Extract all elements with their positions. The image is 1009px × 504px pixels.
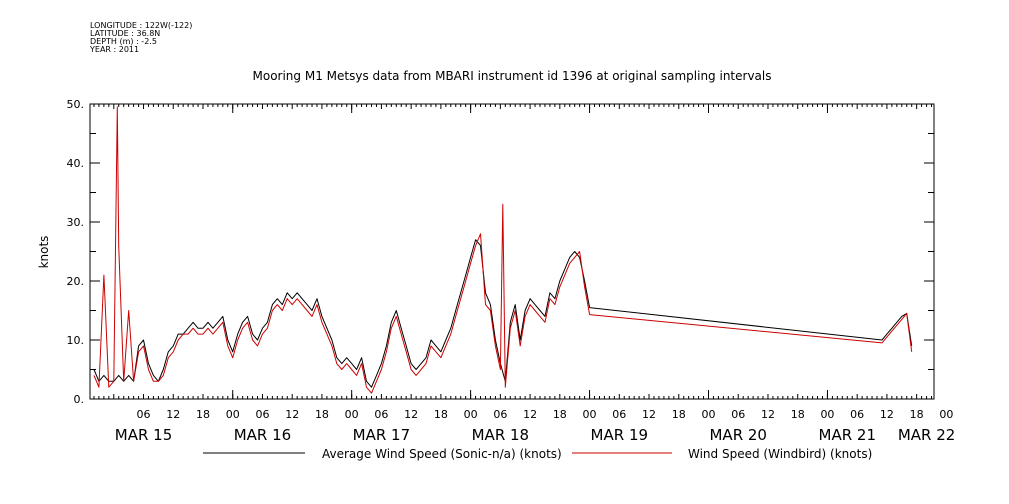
hour-tick-label: 18 — [791, 408, 805, 421]
day-label: MAR 18 — [472, 426, 529, 444]
y-tick-label: 50. — [67, 98, 85, 111]
hour-tick-label: 00 — [939, 408, 953, 421]
hour-tick-label: 18 — [553, 408, 567, 421]
y-axis-label: knots — [37, 236, 51, 269]
hour-tick-label: 00 — [820, 408, 834, 421]
hour-tick-label: 18 — [315, 408, 329, 421]
hour-tick-label: 12 — [523, 408, 537, 421]
day-label: MAR 22 — [898, 426, 955, 444]
y-tick-label: 0. — [74, 393, 85, 406]
hour-tick-label: 18 — [434, 408, 448, 421]
average-wind-speed-line — [93, 239, 913, 388]
hour-tick-label: 06 — [255, 408, 269, 421]
hour-tick-label: 12 — [166, 408, 180, 421]
y-tick-label: 30. — [67, 216, 85, 229]
series-lines — [93, 106, 913, 394]
day-label: MAR 19 — [591, 426, 648, 444]
legend-label: Wind Speed (Windbird) (knots) — [688, 447, 872, 461]
hour-tick-label: 06 — [137, 408, 151, 421]
axis-ticks — [90, 103, 934, 400]
y-tick-label: 40. — [67, 157, 85, 170]
day-label: MAR 21 — [819, 426, 876, 444]
windbird-wind-speed-line — [93, 106, 913, 394]
y-tick-label: 20. — [67, 275, 85, 288]
hour-tick-label: 06 — [612, 408, 626, 421]
depth-label: DEPTH (m) : -2.5 — [90, 37, 157, 46]
hour-tick-label: 00 — [345, 408, 359, 421]
hour-tick-label: 00 — [464, 408, 478, 421]
hour-tick-label: 18 — [196, 408, 210, 421]
hour-tick-label: 12 — [761, 408, 775, 421]
year-label: YEAR : 2011 — [90, 45, 140, 54]
hour-tick-label: 06 — [850, 408, 864, 421]
hour-tick-label: 12 — [404, 408, 418, 421]
hour-tick-label: 12 — [285, 408, 299, 421]
hour-tick-label: 12 — [642, 408, 656, 421]
day-label: MAR 15 — [115, 426, 172, 444]
hour-tick-label: 18 — [672, 408, 686, 421]
chart-title: Mooring M1 Metsys data from MBARI instru… — [253, 69, 772, 83]
legend: Average Wind Speed (Sonic-n/a) (knots) Wi… — [203, 447, 872, 461]
hour-tick-label: 06 — [374, 408, 388, 421]
day-label: MAR 20 — [709, 426, 766, 444]
hour-tick-label: 18 — [910, 408, 924, 421]
hour-tick-label: 06 — [731, 408, 745, 421]
day-label: MAR 16 — [234, 426, 291, 444]
hour-tick-label: 00 — [226, 408, 240, 421]
day-label: MAR 17 — [353, 426, 410, 444]
latitude-label: LATITUDE : 36.8N — [90, 29, 161, 38]
hour-tick-label: 12 — [880, 408, 894, 421]
legend-label: Average Wind Speed (Sonic-n/a) (knots) — [322, 447, 562, 461]
hour-tick-label: 00 — [583, 408, 597, 421]
axis-labels: 0. 10. 20. 30. 40. 50. 06 12 18 00 06 12 18 00 06 12 18 0… — [67, 98, 956, 444]
y-tick-label: 10. — [67, 334, 85, 347]
longitude-label: LONGITUDE : 122W(-122) — [90, 21, 193, 30]
hour-tick-label: 00 — [702, 408, 716, 421]
plot-frame — [89, 103, 935, 400]
hour-tick-label: 06 — [493, 408, 507, 421]
